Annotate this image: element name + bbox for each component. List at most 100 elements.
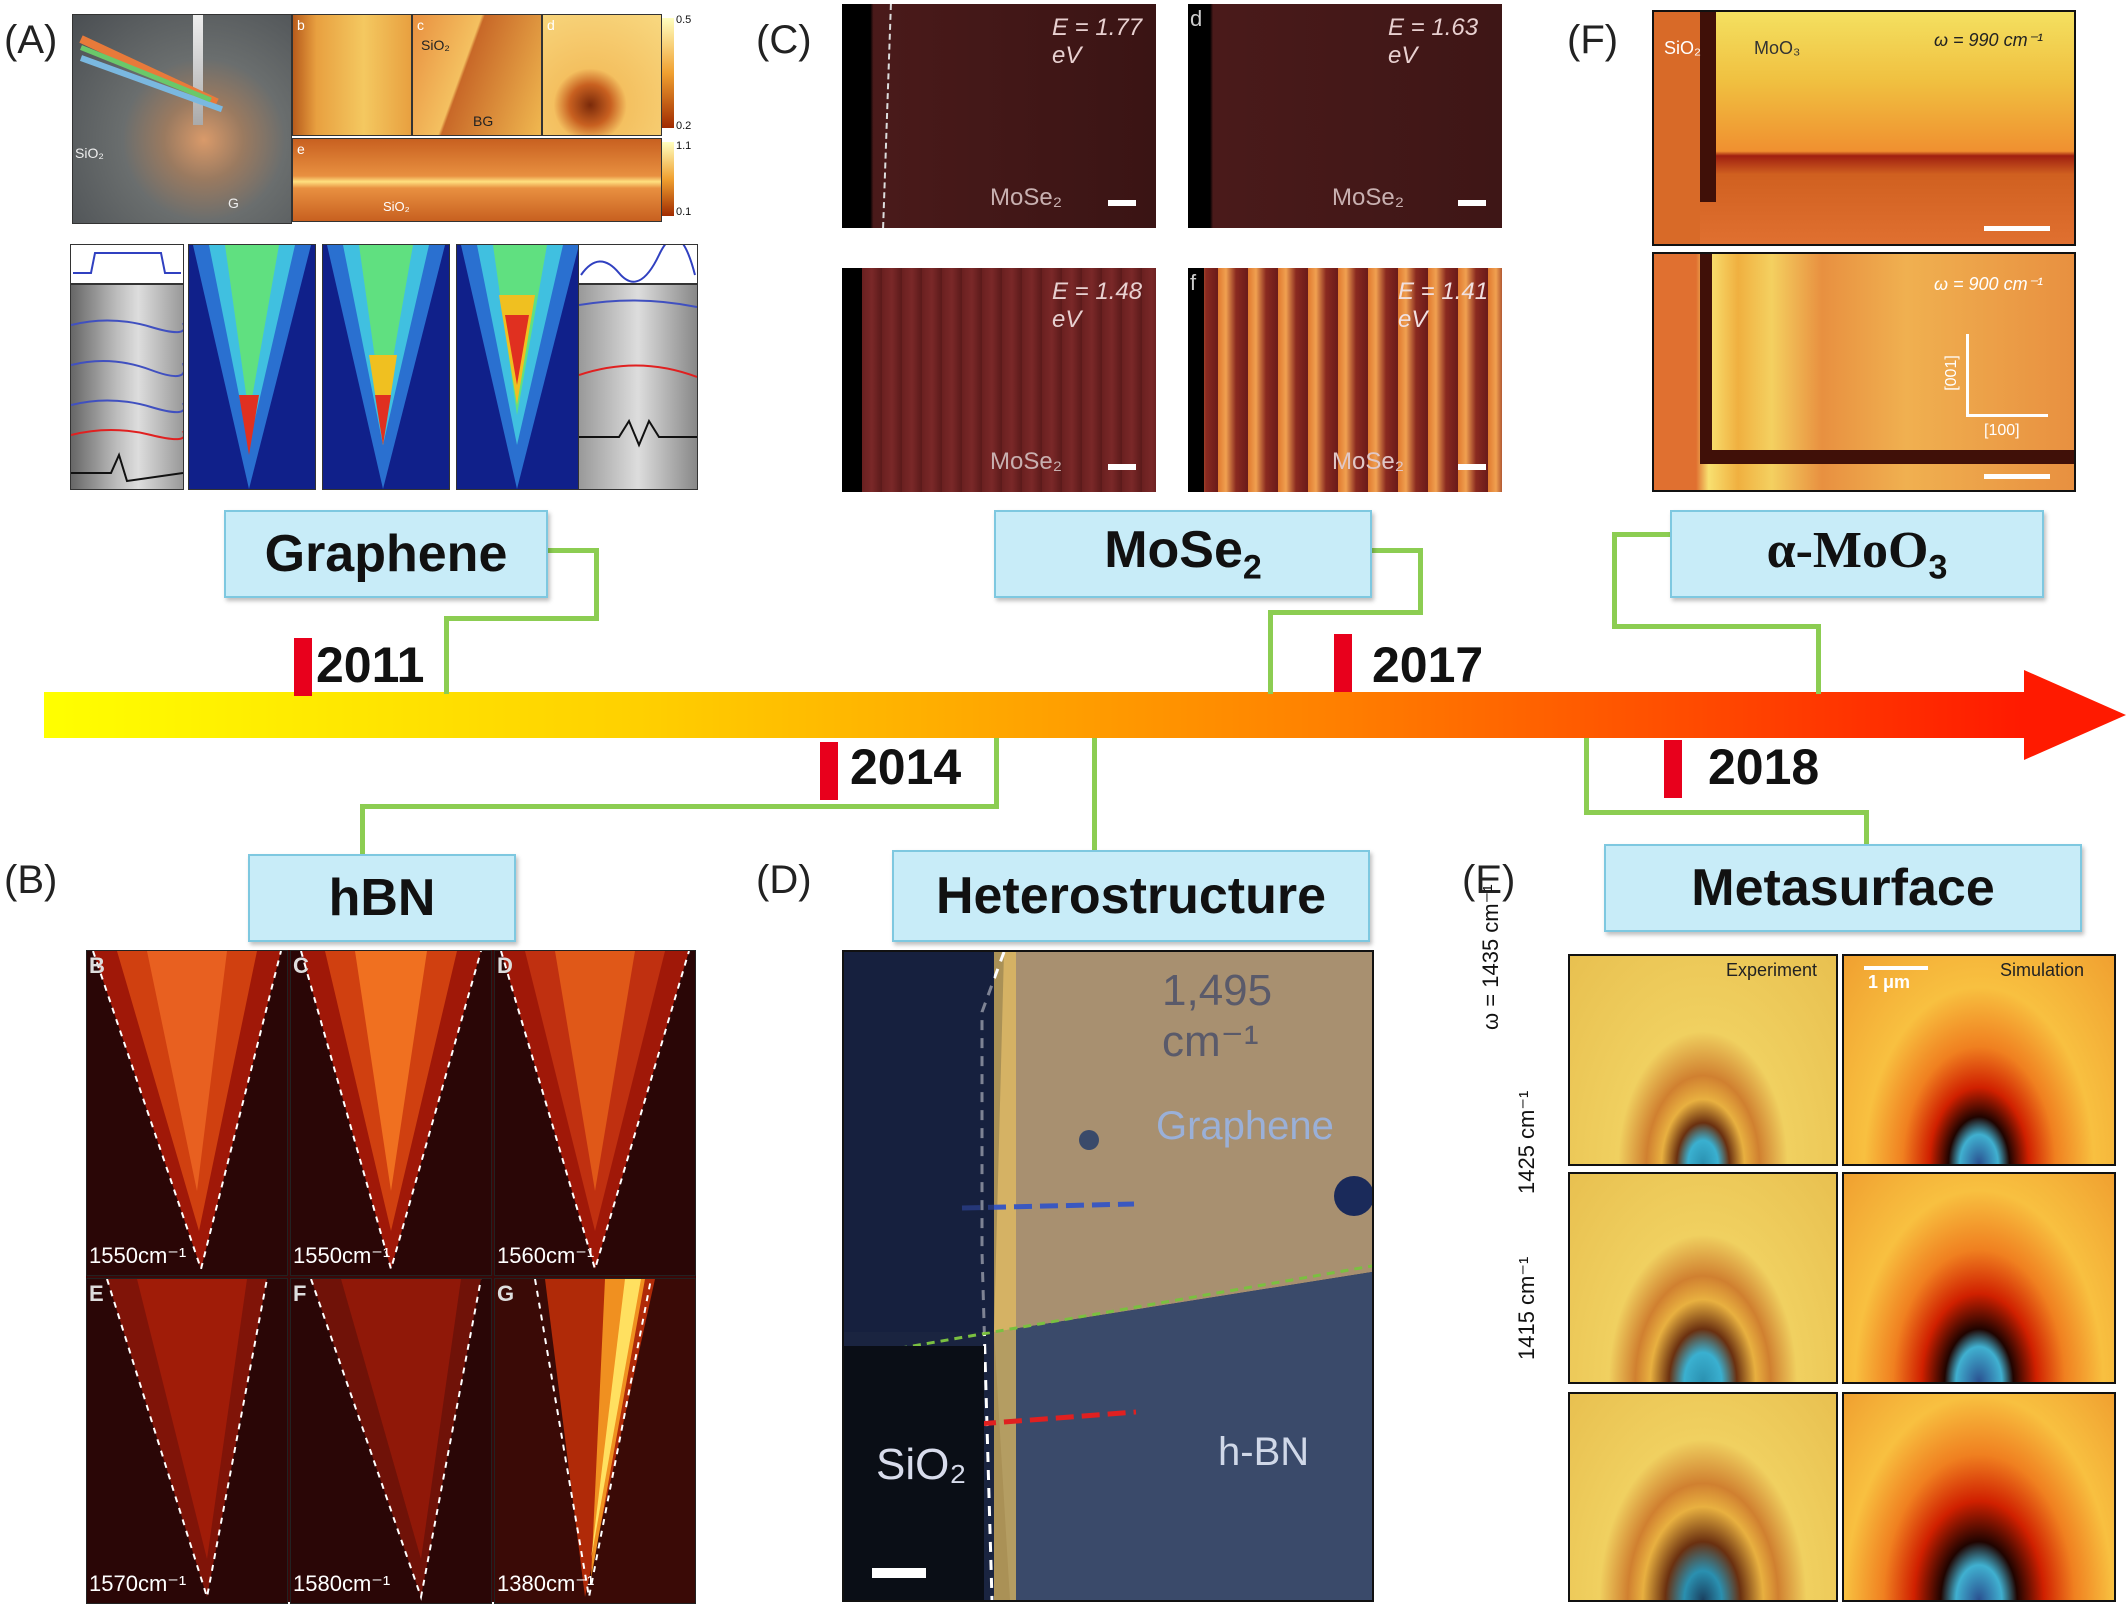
material-label-2: MoSe₂ xyxy=(1332,184,1405,211)
row-label-3: 1415 cm⁻¹ xyxy=(1514,1256,1539,1360)
title-mose2: MoSe2 xyxy=(1104,521,1262,587)
sio2-label: SiO₂ xyxy=(75,145,104,161)
title-box-graphene: Graphene xyxy=(224,510,548,598)
tile-frequency: 1550cm⁻¹ xyxy=(89,1243,187,1268)
hbn-tile-2: C 1550cm⁻¹ xyxy=(290,950,492,1276)
material-label-4: MoSe₂ xyxy=(1332,448,1405,475)
freq-label-2: ω = 900 cm⁻¹ xyxy=(1934,274,2044,294)
title-graphene: Graphene xyxy=(264,525,508,583)
connector xyxy=(994,738,999,808)
timeline-arrow-head xyxy=(2024,670,2126,760)
connector xyxy=(1370,548,1422,553)
triangle-map-1 xyxy=(188,244,316,490)
tile-letter: C xyxy=(293,953,309,978)
sub-letter-c: c xyxy=(417,17,424,33)
connector xyxy=(360,804,365,854)
frequency-label: 1,495 cm⁻¹ xyxy=(1162,966,1273,1066)
title-moo3: α-MoO3 xyxy=(1766,522,1948,587)
scale-bar-f2 xyxy=(1984,474,2050,479)
year-2011: 2011 xyxy=(316,637,425,693)
g-label: G xyxy=(228,195,239,211)
mose2-map-4: f E = 1.41 eV MoSe₂ xyxy=(1188,268,1502,492)
material-label-1: MoSe₂ xyxy=(990,184,1063,211)
energy-label-1: E = 1.77 eV xyxy=(1052,14,1143,69)
colorbar xyxy=(662,18,674,128)
year-2014: 2014 xyxy=(850,739,962,795)
hbn-tile-3: D 1560cm⁻¹ xyxy=(494,950,696,1276)
connector xyxy=(1268,610,1423,615)
moo3-map-1: SiO₂ MoO₃ ω = 990 cm⁻¹ xyxy=(1652,10,2076,246)
sio2-label-e: SiO₂ xyxy=(383,199,410,214)
tile-tag-f: f xyxy=(1190,270,1197,295)
sub-letter-d: d xyxy=(547,17,555,33)
simulation-map-1: Simulation 1 μm xyxy=(1842,954,2116,1166)
sub-panel-d: d xyxy=(542,14,662,136)
scale-bar-2 xyxy=(1458,200,1486,206)
colorbar-e xyxy=(662,142,674,216)
experiment-map-2 xyxy=(1568,1172,1838,1384)
hbn-tile-1: B 1550cm⁻¹ xyxy=(86,950,288,1276)
sub-letter-e: e xyxy=(297,141,305,157)
title-heterostructure: Heterostructure xyxy=(935,867,1327,925)
tile-frequency: 1380cm⁻¹ xyxy=(497,1571,595,1596)
material-label-3: MoSe₂ xyxy=(990,448,1063,475)
connector xyxy=(1418,548,1423,614)
scale-bar-1 xyxy=(1108,200,1136,206)
connector xyxy=(1864,810,1869,844)
sio2-label-c: SiO₂ xyxy=(421,37,450,53)
row-label-1: ω = 1435 cm⁻¹ xyxy=(1478,884,1503,1030)
simulation-map-2 xyxy=(1842,1172,2116,1384)
hbn-tile-5: F 1580cm⁻¹ xyxy=(290,1278,492,1604)
colorbar-bottom: 0.2 xyxy=(676,120,692,132)
connector xyxy=(1612,532,1672,537)
moo3-label: MoO₃ xyxy=(1754,38,1801,58)
tile-letter: F xyxy=(293,1281,307,1306)
bg-label: BG xyxy=(473,113,494,129)
connector xyxy=(1612,624,1820,629)
tile-letter: E xyxy=(89,1281,104,1306)
connector xyxy=(1584,810,1868,815)
tile-frequency: 1550cm⁻¹ xyxy=(293,1243,391,1268)
hbn-tile-6: G 1380cm⁻¹ xyxy=(494,1278,696,1604)
connector xyxy=(1816,624,1821,694)
moo3-map-2: ω = 900 cm⁻¹ [001] [100] xyxy=(1652,252,2076,492)
title-box-hbn: hBN xyxy=(248,854,516,942)
scale-bar-f1 xyxy=(1984,226,2050,231)
energy-label-2: E = 1.63 eV xyxy=(1388,14,1479,69)
sub-letter-b: b xyxy=(297,17,305,33)
mose2-map-2: d E = 1.63 eV MoSe₂ xyxy=(1188,4,1502,228)
axis-label-001: [001] xyxy=(1942,355,1960,391)
triangle-map-3 xyxy=(456,244,584,490)
scale-bar-3 xyxy=(1108,464,1136,470)
connector xyxy=(546,548,598,553)
connector xyxy=(1612,532,1617,628)
panel-label-d: (D) xyxy=(756,858,812,902)
colorbar-e-top: 1.1 xyxy=(676,140,692,152)
experiment-map-3 xyxy=(1568,1392,1838,1602)
timeline-arrow-shaft xyxy=(44,692,2024,738)
sub-panel-b: b xyxy=(292,14,412,136)
year-tick-2017 xyxy=(1334,634,1352,692)
tile-tag-d: d xyxy=(1190,6,1203,31)
panel-label-c: (C) xyxy=(756,18,812,62)
freq-label-1: ω = 990 cm⁻¹ xyxy=(1934,30,2044,50)
tile-letter: B xyxy=(89,953,105,978)
sem-image-right xyxy=(578,284,698,490)
sub-panel-c: c SiO₂ BG xyxy=(412,14,542,136)
tile-letter: G xyxy=(497,1281,515,1306)
axis-label-100: [100] xyxy=(1984,422,2020,439)
scale-label-e: 1 μm xyxy=(1868,972,1911,992)
connector xyxy=(1584,738,1589,814)
sem-image-left xyxy=(70,284,184,490)
row-label-2: 1425 cm⁻¹ xyxy=(1514,1090,1539,1194)
title-box-heterostructure: Heterostructure xyxy=(892,850,1370,942)
year-tick-2014 xyxy=(820,742,838,800)
tile-frequency: 1570cm⁻¹ xyxy=(89,1571,187,1596)
experiment-map-1: Experiment xyxy=(1568,954,1838,1166)
colorbar-e-bottom: 0.1 xyxy=(676,206,692,218)
title-hbn: hBN xyxy=(328,869,436,927)
connector xyxy=(1092,738,1097,850)
hbn-label: h-BN xyxy=(1218,1430,1310,1474)
colorbar-top: 0.5 xyxy=(676,14,692,26)
sio2-label-d: SiO₂ xyxy=(876,1440,967,1489)
